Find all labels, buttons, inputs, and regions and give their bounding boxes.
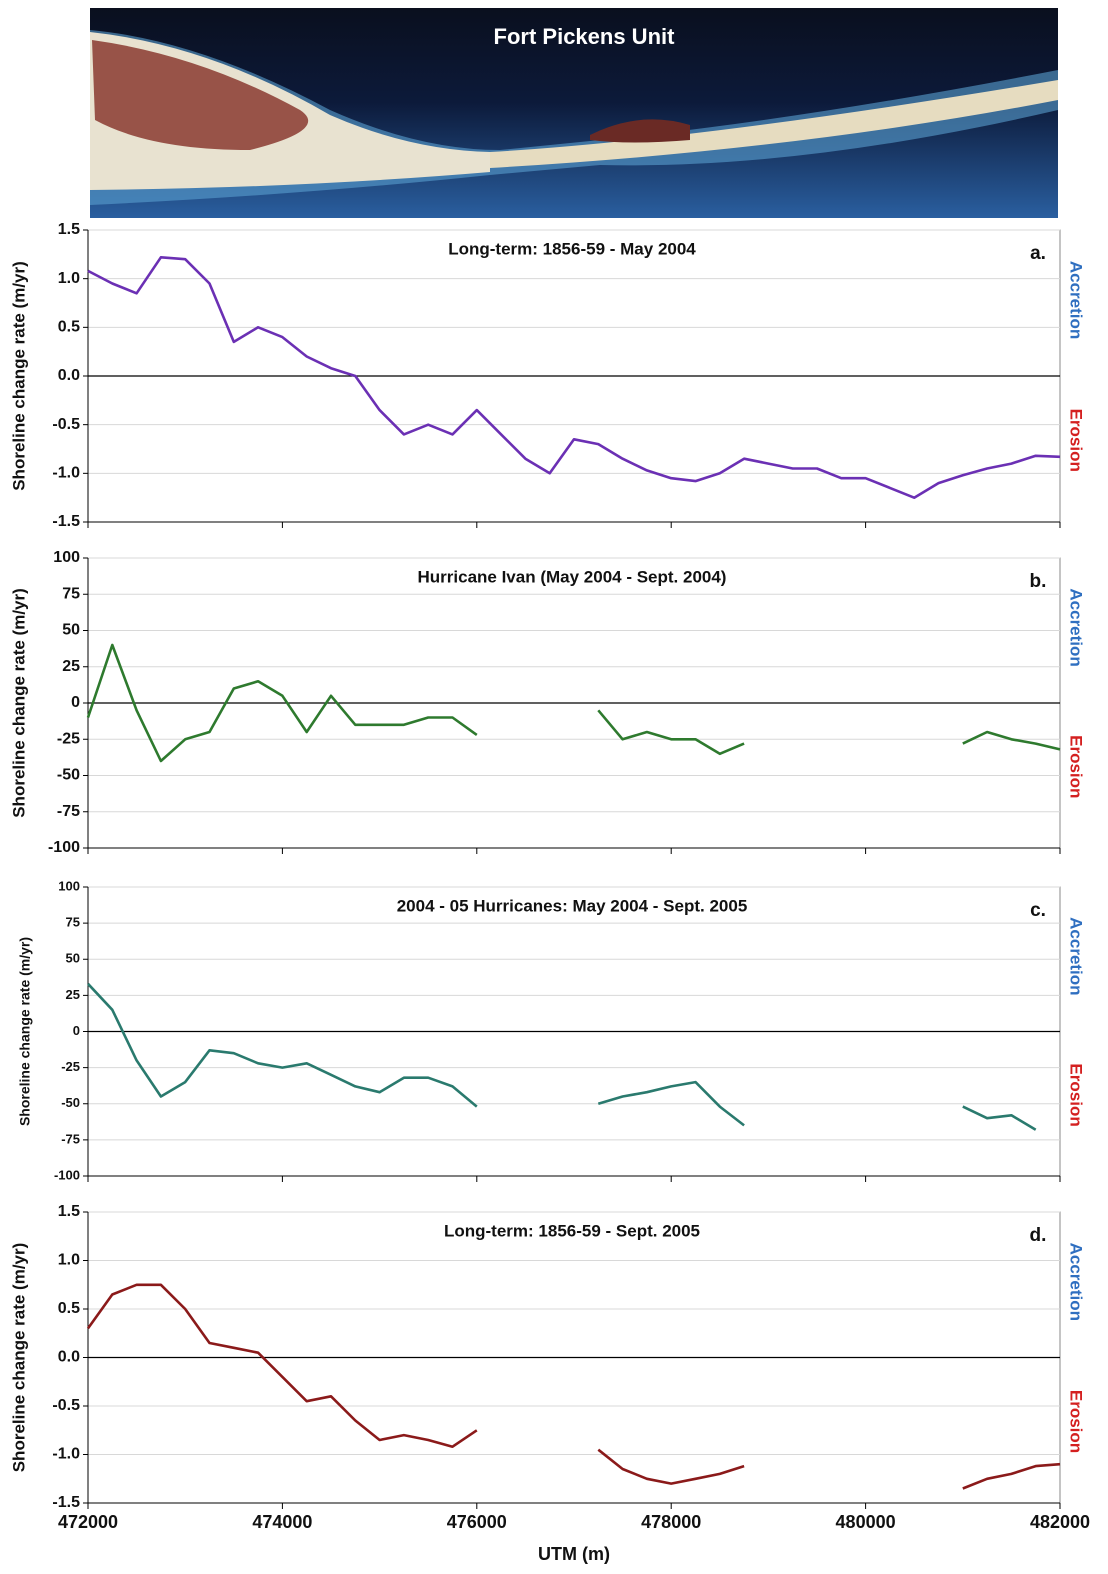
y-tick-label: 25 [66,987,80,1002]
y-tick-label: 0.5 [58,1300,80,1317]
y-tick-label: -100 [54,1167,80,1182]
erosion-label: Erosion [1067,735,1086,798]
y-tick-label: 0 [73,1023,80,1038]
y-tick-label: 1.5 [58,221,80,238]
y-tick-label: -0.5 [52,1397,80,1414]
accretion-label: Accretion [1067,1243,1086,1321]
y-tick-label: -25 [57,730,80,747]
y-axis-label: Shoreline change rate (m/yr) [9,261,28,491]
y-tick-label: -25 [61,1059,80,1074]
accretion-label: Accretion [1067,588,1086,666]
x-tick-label: 478000 [641,1512,701,1532]
y-tick-label: -50 [61,1095,80,1110]
y-tick-label: -75 [61,1131,80,1146]
y-tick-label: 50 [66,951,80,966]
y-tick-label: 25 [62,658,80,675]
y-tick-label: 0.0 [58,1349,80,1366]
y-tick-label: -0.5 [52,416,80,433]
y-tick-label: 1.5 [58,1203,80,1220]
erosion-label: Erosion [1067,409,1086,472]
y-tick-label: 100 [58,878,80,893]
erosion-label: Erosion [1067,1063,1086,1126]
y-tick-label: -1.5 [52,513,80,530]
y-tick-label: 1.0 [58,1252,80,1269]
accretion-label: Accretion [1067,261,1086,339]
figure: Fort Pickens Unit -1.5 -1.0 -0.5 0.0 0.5 1.0 1… [0,0,1108,1574]
y-tick-label: -1.5 [52,1494,80,1511]
x-tick-label: 474000 [252,1512,312,1532]
y-axis-label: Shoreline change rate (m/yr) [9,1243,28,1473]
x-tick-label: 482000 [1030,1512,1090,1532]
panel-label: a. [1030,243,1046,264]
y-axis-label: Shoreline change rate (m/yr) [9,588,28,818]
y-tick-label: 1.0 [58,270,80,287]
x-axis-label: UTM (m) [538,1544,610,1564]
panel-label: b. [1030,571,1047,592]
y-tick-label: 0.5 [58,319,80,336]
y-tick-label: 75 [66,915,80,930]
y-tick-label: 100 [53,549,80,566]
image-title: Fort Pickens Unit [494,24,676,49]
y-tick-label: 50 [62,622,80,639]
y-tick-label: -75 [57,803,80,820]
y-axis-label: Shoreline change rate (m/yr) [17,937,33,1126]
panel-label: c. [1030,900,1046,921]
x-tick-label: 480000 [836,1512,896,1532]
panel-title: Long-term: 1856-59 - May 2004 [448,239,696,258]
panel-title: 2004 - 05 Hurricanes: May 2004 - Sept. 2… [397,896,748,915]
y-tick-label: 75 [62,585,80,602]
y-tick-label: 0 [71,694,80,711]
y-tick-label: -1.0 [52,465,80,482]
accretion-label: Accretion [1067,917,1086,995]
x-tick-label: 476000 [447,1512,507,1532]
y-tick-label: 0.0 [58,367,80,384]
y-tick-label: -1.0 [52,1446,80,1463]
y-tick-label: -100 [48,839,80,856]
y-tick-label: -50 [57,767,80,784]
panel-title: Hurricane Ivan (May 2004 - Sept. 2004) [418,567,727,586]
panel-title: Long-term: 1856-59 - Sept. 2005 [444,1221,700,1240]
erosion-label: Erosion [1067,1390,1086,1453]
panel-label: d. [1030,1225,1047,1246]
x-tick-label: 472000 [58,1512,118,1532]
